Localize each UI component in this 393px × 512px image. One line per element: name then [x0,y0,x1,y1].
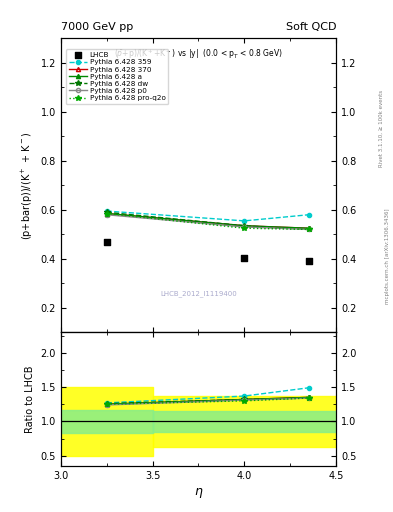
Pythia 6.428 a [306,225,311,231]
Pythia 6.428 dw [242,223,247,229]
Line: Pythia 6.428 370: Pythia 6.428 370 [105,211,310,230]
Text: LHCB_2012_I1119400: LHCB_2012_I1119400 [160,290,237,297]
Line: Pythia 6.428 a: Pythia 6.428 a [105,211,310,230]
Pythia 6.428 p0 [242,224,247,230]
Pythia 6.428 pro-q2o [242,225,247,231]
Text: ($\bar{p}$+p)/(K$^+$+K$^-$) vs |y|  (0.0 < p$_T$ < 0.8 GeV): ($\bar{p}$+p)/(K$^+$+K$^-$) vs |y| (0.0 … [114,47,283,61]
Pythia 6.428 359 [105,208,109,214]
Text: Rivet 3.1.10, ≥ 100k events: Rivet 3.1.10, ≥ 100k events [379,90,384,166]
Pythia 6.428 359 [242,218,247,224]
Pythia 6.428 370 [306,225,311,231]
Pythia 6.428 pro-q2o [105,210,109,217]
Pythia 6.428 370 [242,223,247,229]
Pythia 6.428 pro-q2o [306,226,311,232]
Pythia 6.428 a [242,223,247,229]
Line: Pythia 6.428 359: Pythia 6.428 359 [105,209,310,223]
Text: 7000 GeV pp: 7000 GeV pp [61,22,133,32]
Text: Soft QCD: Soft QCD [286,22,336,32]
X-axis label: $\eta$: $\eta$ [194,486,203,500]
Pythia 6.428 p0 [306,226,311,232]
Pythia 6.428 370 [105,210,109,217]
Pythia 6.428 dw [306,226,311,232]
Line: Pythia 6.428 pro-q2o: Pythia 6.428 pro-q2o [104,211,311,232]
Line: Pythia 6.428 p0: Pythia 6.428 p0 [105,212,310,231]
Pythia 6.428 p0 [105,211,109,218]
Pythia 6.428 a [105,210,109,217]
Legend: LHCB, Pythia 6.428 359, Pythia 6.428 370, Pythia 6.428 a, Pythia 6.428 dw, Pythi: LHCB, Pythia 6.428 359, Pythia 6.428 370… [66,49,169,104]
LHCB [305,257,312,265]
Y-axis label: (p+bar(p))/(K$^+$ + K$^-$): (p+bar(p))/(K$^+$ + K$^-$) [20,131,35,240]
Text: mcplots.cern.ch [arXiv:1306.3436]: mcplots.cern.ch [arXiv:1306.3436] [385,208,389,304]
Y-axis label: Ratio to LHCB: Ratio to LHCB [25,366,35,433]
LHCB [104,238,110,246]
Pythia 6.428 359 [306,211,311,218]
Line: Pythia 6.428 dw: Pythia 6.428 dw [104,209,311,232]
Pythia 6.428 dw [105,209,109,216]
LHCB [241,253,248,262]
